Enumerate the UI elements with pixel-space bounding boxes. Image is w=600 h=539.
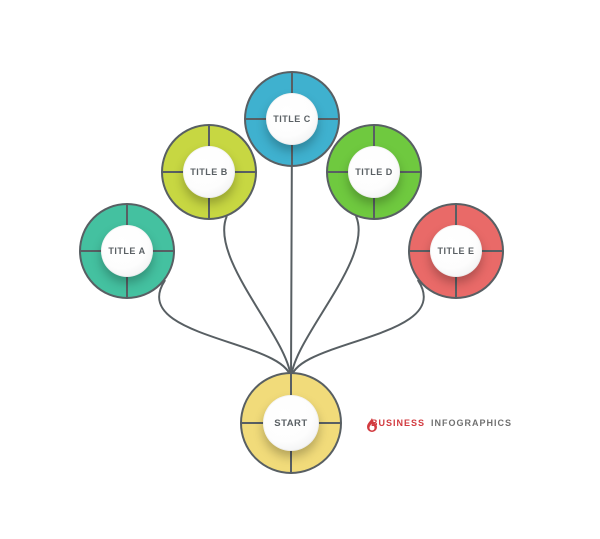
node-label: TITLE C [266, 93, 318, 145]
node-ring: TITLE B [161, 124, 257, 220]
node-ring: TITLE E [408, 203, 504, 299]
node-start[interactable]: START [240, 372, 342, 474]
node-label: TITLE A [101, 225, 153, 277]
node-label: TITLE D [348, 146, 400, 198]
node-label: TITLE E [430, 225, 482, 277]
branding: BUSINESS INFOGRAPHICS [365, 418, 512, 428]
node-e[interactable]: TITLE E [408, 203, 504, 299]
node-label: START [263, 395, 319, 451]
node-ring: START [240, 372, 342, 474]
infographic-stage: { "type": "tree-infographic", "canvas": … [0, 0, 600, 539]
node-label: TITLE B [183, 146, 235, 198]
branding-text-2: INFOGRAPHICS [431, 418, 512, 428]
branding-text-1: BUSINESS [371, 418, 425, 428]
node-b[interactable]: TITLE B [161, 124, 257, 220]
